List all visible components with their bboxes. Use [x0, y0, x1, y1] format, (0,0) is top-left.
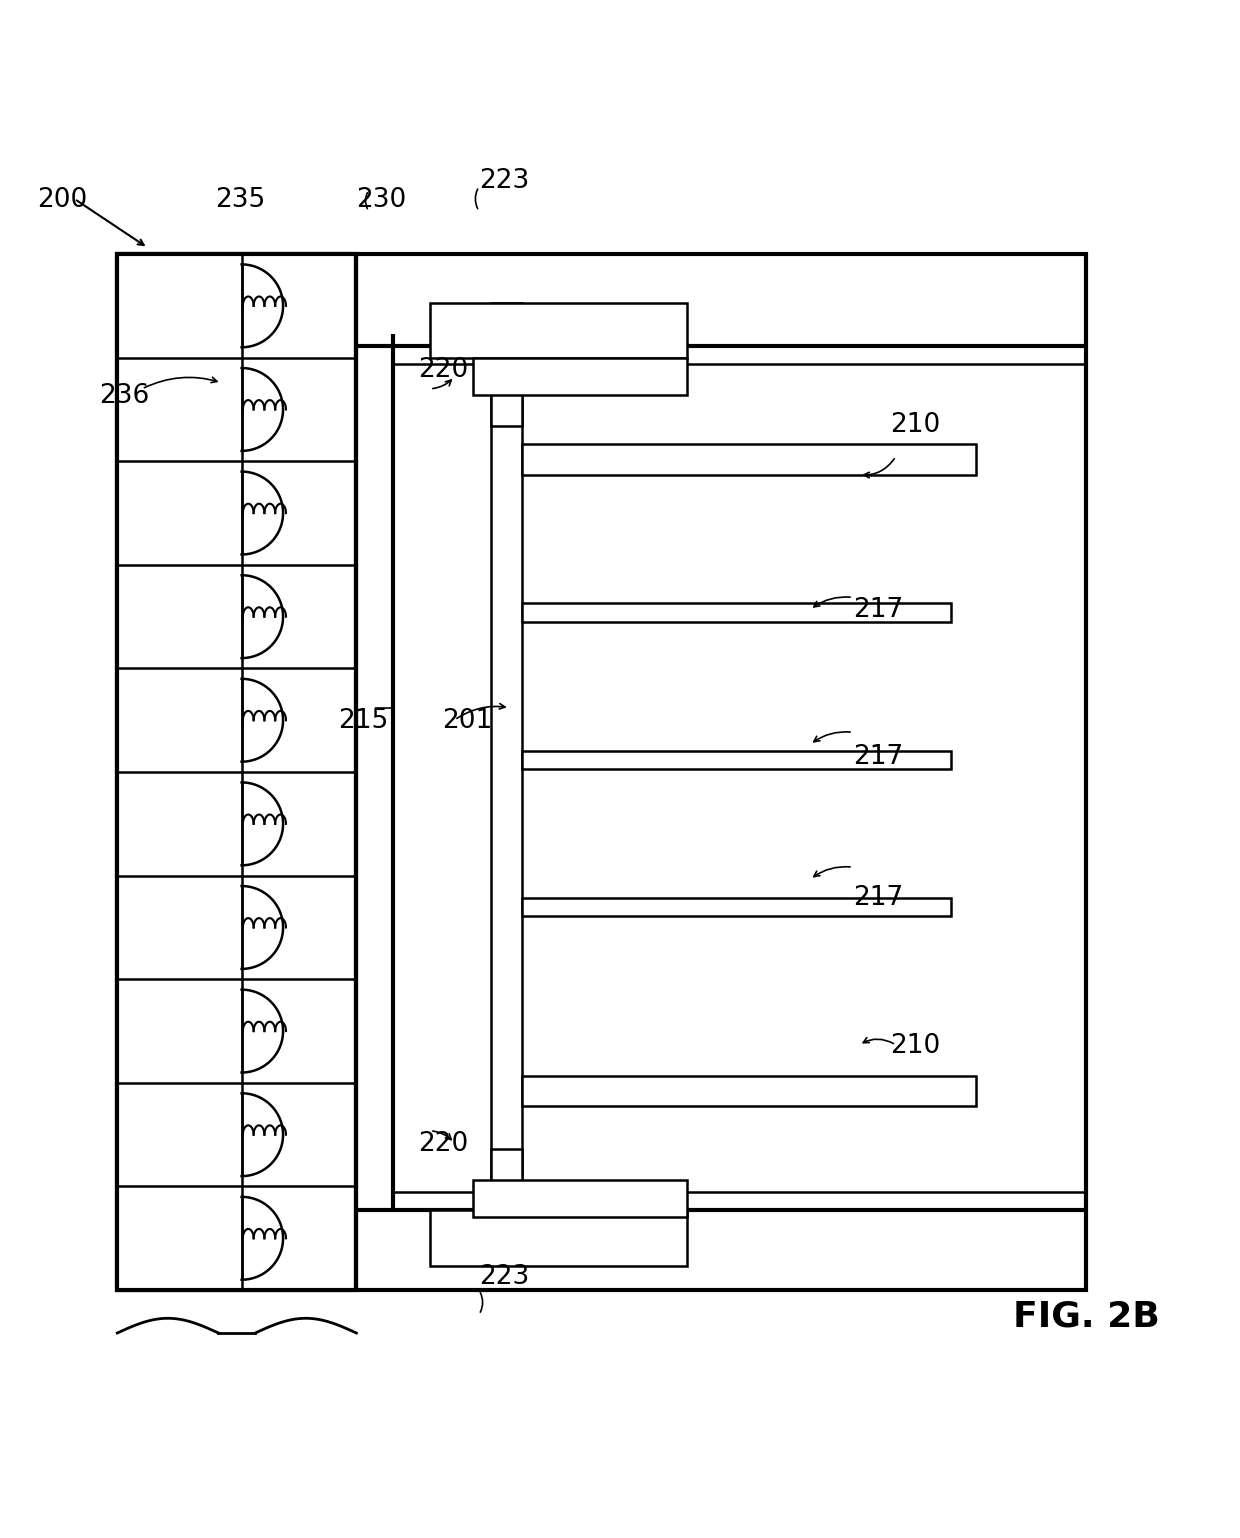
Text: 217: 217 [853, 597, 903, 623]
Text: 217: 217 [853, 886, 903, 912]
Bar [491, 389, 522, 426]
Text: FIG. 2B: FIG. 2B [1013, 1300, 1159, 1333]
Bar [118, 254, 1086, 1290]
Bar [472, 1180, 687, 1217]
Text: 223: 223 [479, 1264, 529, 1290]
Bar [522, 603, 951, 621]
Bar [491, 1149, 522, 1186]
Text: 215: 215 [339, 707, 388, 734]
Text: 210: 210 [890, 1032, 940, 1058]
Text: 220: 220 [418, 357, 467, 383]
Text: 235: 235 [215, 186, 265, 212]
Bar [118, 254, 356, 1290]
Text: 210: 210 [890, 412, 940, 438]
Bar [472, 358, 687, 395]
Text: 217: 217 [853, 744, 903, 771]
Text: 230: 230 [356, 186, 407, 212]
Bar [522, 444, 976, 475]
Bar [522, 898, 951, 917]
Text: 201: 201 [443, 707, 492, 734]
Bar [522, 1075, 976, 1106]
Text: 223: 223 [479, 168, 529, 194]
Text: 220: 220 [418, 1130, 467, 1157]
Bar [522, 751, 951, 769]
Text: 200: 200 [37, 186, 88, 212]
Text: 236: 236 [99, 383, 149, 409]
Bar [491, 303, 522, 1210]
Bar [430, 1210, 687, 1266]
Bar [430, 303, 687, 358]
